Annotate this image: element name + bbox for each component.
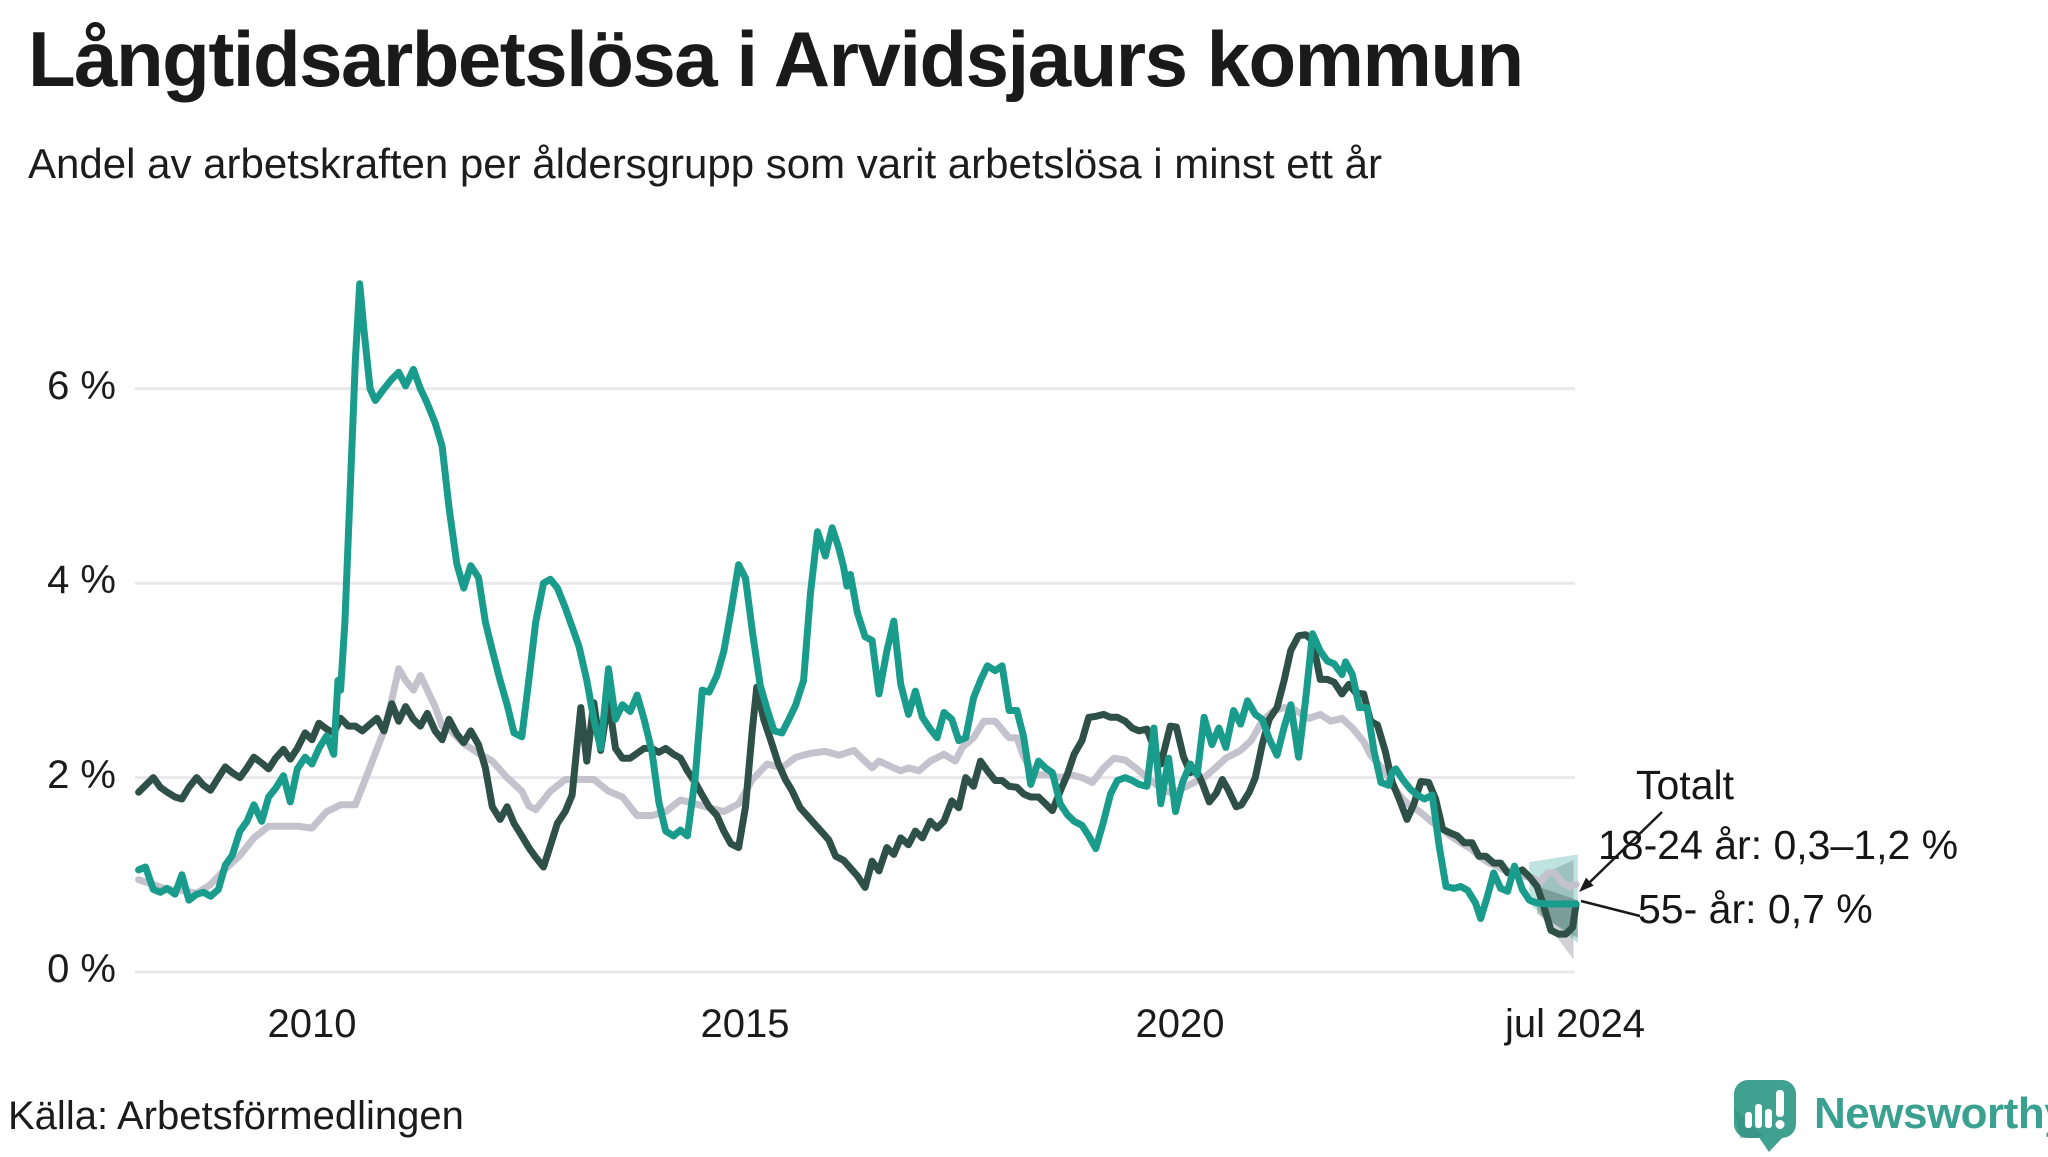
x-axis-tick-2020: 2020 (1135, 1002, 1225, 1046)
source-credit: Källa: Arbetsförmedlingen (8, 1094, 464, 1138)
newsworthy-bubble-chart-icon (1728, 1076, 1802, 1152)
newsworthy-wordmark: Newsworthy (1814, 1089, 2048, 1138)
forecast-band-55- år (1537, 886, 1578, 938)
page-title: Långtidsarbetslösa i Arvidsjaurs kommun (28, 15, 1524, 103)
leader-line-totalt (1589, 811, 1663, 883)
annotation-55: 55- år: 0,7 % (1638, 886, 1873, 932)
annotation-18-24: 18-24 år: 0,3–1,2 % (1598, 822, 1959, 868)
y-axis-tick-6: 6 % (47, 364, 116, 408)
y-axis-tick-2: 2 % (47, 753, 116, 797)
newsworthy-logo[interactable]: Newsworthy (1728, 1076, 2048, 1152)
series-line-55- år (135, 631, 1580, 938)
page-subtitle: Andel av arbetskraften per åldersgrupp s… (28, 140, 1382, 187)
leader-line-55 (1580, 899, 1641, 918)
series-line-18-24 år (135, 280, 1580, 922)
annotation-totalt: Totalt (1636, 762, 1734, 808)
y-axis-tick-0: 0 % (47, 947, 116, 991)
x-axis-tick-2015: 2015 (700, 1002, 790, 1046)
x-axis-tick-jul-2024: jul 2024 (1504, 1002, 1646, 1046)
x-axis-tick-2010: 2010 (267, 1002, 357, 1046)
leader-arrowhead-totalt (1579, 877, 1594, 892)
y-axis-tick-4: 4 % (47, 558, 116, 602)
